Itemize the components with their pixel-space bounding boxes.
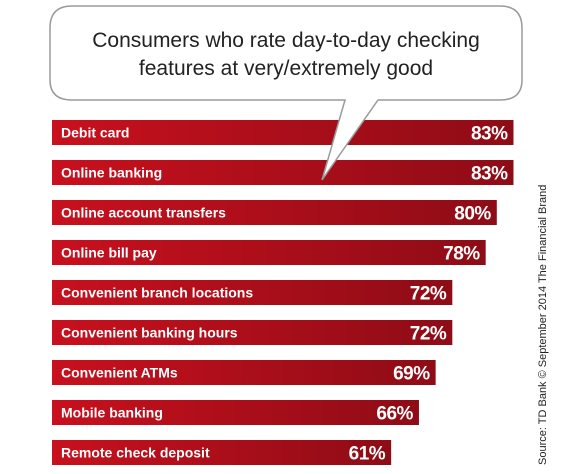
bar-value-label: 72%	[410, 284, 447, 305]
bar-value-label: 83%	[471, 124, 508, 145]
bar-category-label: Online bill pay	[61, 245, 157, 261]
bar-category-label: Convenient ATMs	[61, 365, 178, 381]
bar-row: Convenient banking hours 72%	[52, 320, 453, 345]
bar-category-label: Mobile banking	[61, 405, 163, 421]
bar-row: Online account transfers 80%	[52, 200, 497, 225]
source-note: Source: TD Bank © September 2014 The Fin…	[537, 185, 549, 465]
chart-title-line-1: Consumers who rate day-to-day checking	[92, 29, 480, 52]
bar	[52, 320, 453, 345]
speech-bubble-shape	[49, 5, 523, 181]
bar	[52, 280, 453, 305]
bar-row: Convenient ATMs 69%	[52, 360, 436, 385]
bar-value-label: 69%	[393, 364, 430, 385]
bar-category-label: Online account transfers	[61, 205, 226, 221]
bar	[52, 240, 486, 265]
bar-value-label: 66%	[376, 404, 413, 425]
bar-value-label: 83%	[471, 164, 508, 185]
bar-category-label: Convenient banking hours	[61, 325, 238, 341]
bar-row: Debit card 83%	[52, 120, 514, 145]
bar-category-label: Online banking	[61, 165, 162, 181]
bars-group: Debit card 83% Online banking 83% Online acc…	[52, 120, 514, 465]
bar	[52, 360, 436, 385]
bar-row: Mobile banking 66%	[52, 400, 419, 425]
bar-row: Convenient branch locations 72%	[52, 280, 453, 305]
chart-title-line-2: features at very/extremely good	[139, 57, 433, 80]
bar-value-label: 80%	[454, 204, 491, 225]
bar-value-label: 72%	[410, 324, 447, 345]
bar-row: Remote check deposit 61%	[52, 440, 392, 465]
bar	[52, 160, 514, 185]
bar-row: Online bill pay 78%	[52, 240, 486, 265]
bar	[52, 200, 497, 225]
title-bubble: Consumers who rate day-to-day checking f…	[49, 5, 523, 181]
bar	[52, 440, 392, 465]
bar-category-label: Debit card	[61, 125, 129, 141]
bar-row: Online banking 83%	[52, 160, 514, 185]
bar-category-label: Convenient branch locations	[61, 285, 253, 301]
bar	[52, 400, 419, 425]
bar-value-label: 61%	[349, 444, 386, 465]
bar	[52, 120, 514, 145]
bar-value-label: 78%	[443, 244, 480, 265]
bar-category-label: Remote check deposit	[61, 445, 210, 461]
